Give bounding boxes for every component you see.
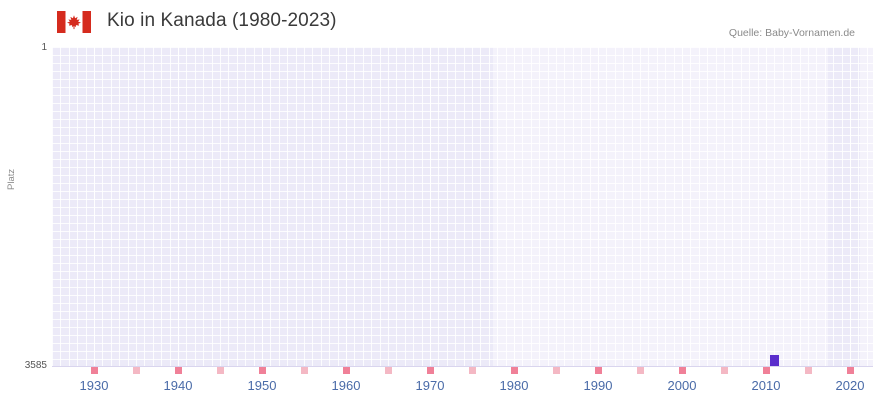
gridline-vertical xyxy=(254,47,255,367)
gridline-vertical xyxy=(329,47,330,367)
x-tick-minor xyxy=(132,367,140,374)
gridline-vertical xyxy=(161,47,162,367)
gridline-vertical xyxy=(186,47,187,367)
gridline-vertical xyxy=(228,47,229,367)
gridline-vertical xyxy=(371,47,372,367)
gridline-vertical xyxy=(472,47,473,367)
x-tick-label-1950: 1950 xyxy=(247,378,277,393)
gridline-vertical xyxy=(346,47,347,367)
gridline-vertical xyxy=(447,47,448,367)
x-tick-major xyxy=(510,367,518,374)
x-tick-major xyxy=(258,367,266,374)
axis-baseline xyxy=(52,366,873,367)
x-tick-major xyxy=(90,367,98,374)
x-tick-major xyxy=(594,367,602,374)
page-title: Kio in Kanada (1980-2023) xyxy=(107,10,337,31)
gridline-vertical xyxy=(422,47,423,367)
x-tick-major xyxy=(174,367,182,374)
gridline-vertical xyxy=(270,47,271,367)
gridline-vertical xyxy=(287,47,288,367)
x-axis: 1930 1940 1950 1960 1970 1980 1990 2000 2010 2020 xyxy=(52,367,873,412)
gridline-vertical xyxy=(413,47,414,367)
gridline-vertical xyxy=(237,47,238,367)
gridline-vertical xyxy=(52,47,53,367)
gridline-vertical xyxy=(405,47,406,367)
gridline-vertical xyxy=(136,47,137,367)
plot-area xyxy=(52,47,873,367)
plot-background-band xyxy=(828,47,861,367)
plot-background-band xyxy=(493,47,873,367)
x-tick-major xyxy=(426,367,434,374)
x-tick-label-1990: 1990 xyxy=(583,378,613,393)
x-tick-label-2020: 2020 xyxy=(835,378,865,393)
gridline-vertical xyxy=(144,47,145,367)
gridline-vertical xyxy=(312,47,313,367)
x-tick-label-1960: 1960 xyxy=(331,378,361,393)
x-tick-major xyxy=(342,367,350,374)
gridline-vertical xyxy=(102,47,103,367)
gridline-vertical xyxy=(170,47,171,367)
gridline-vertical xyxy=(220,47,221,367)
x-tick-minor xyxy=(804,367,812,374)
gridline-vertical xyxy=(354,47,355,367)
gridline-vertical xyxy=(212,47,213,367)
y-tick-top: 1 xyxy=(41,42,47,53)
gridline-vertical xyxy=(94,47,95,367)
bar-2011 xyxy=(769,354,779,367)
gridline-vertical xyxy=(396,47,397,367)
chart-header: Kio in Kanada (1980-2023) Quelle: Baby-V… xyxy=(0,0,873,44)
gridline-vertical xyxy=(338,47,339,367)
x-tick-minor xyxy=(636,367,644,374)
x-tick-minor xyxy=(300,367,308,374)
gridline-vertical xyxy=(363,47,364,367)
gridline-vertical xyxy=(262,47,263,367)
gridline-vertical xyxy=(111,47,112,367)
gridline-vertical xyxy=(119,47,120,367)
gridline-vertical xyxy=(195,47,196,367)
gridline-vertical xyxy=(480,47,481,367)
gridline-vertical xyxy=(296,47,297,367)
gridline-vertical xyxy=(86,47,87,367)
gridline-vertical xyxy=(178,47,179,367)
gridline-vertical xyxy=(153,47,154,367)
x-tick-major xyxy=(678,367,686,374)
gridline-vertical xyxy=(69,47,70,367)
gridline-vertical xyxy=(128,47,129,367)
x-tick-minor xyxy=(384,367,392,374)
gridline-vertical xyxy=(245,47,246,367)
gridline-vertical xyxy=(430,47,431,367)
x-tick-label-1940: 1940 xyxy=(163,378,193,393)
x-tick-label-1980: 1980 xyxy=(499,378,529,393)
gridline-vertical xyxy=(304,47,305,367)
x-tick-major xyxy=(846,367,854,374)
x-tick-major xyxy=(762,367,770,374)
x-tick-minor xyxy=(720,367,728,374)
x-tick-minor xyxy=(552,367,560,374)
x-tick-label-1930: 1930 xyxy=(79,378,109,393)
gridline-vertical xyxy=(438,47,439,367)
gridline-vertical xyxy=(388,47,389,367)
gridline-vertical xyxy=(77,47,78,367)
gridline-vertical xyxy=(279,47,280,367)
source-label: Quelle: Baby-Vornamen.de xyxy=(728,27,855,39)
x-tick-minor xyxy=(468,367,476,374)
gridline-vertical xyxy=(489,47,490,367)
y-axis: Platz 1 3585 xyxy=(0,0,47,412)
x-tick-minor xyxy=(216,367,224,374)
x-tick-label-2000: 2000 xyxy=(667,378,697,393)
gridline-vertical xyxy=(380,47,381,367)
y-tick-bottom: 3585 xyxy=(24,360,47,371)
gridline-vertical xyxy=(60,47,61,367)
y-axis-label: Platz xyxy=(6,168,17,190)
canada-flag-icon xyxy=(57,11,91,33)
gridline-vertical xyxy=(203,47,204,367)
gridline-vertical xyxy=(321,47,322,367)
x-tick-label-2010: 2010 xyxy=(751,378,781,393)
x-tick-label-1970: 1970 xyxy=(415,378,445,393)
gridline-vertical xyxy=(455,47,456,367)
gridline-vertical xyxy=(464,47,465,367)
